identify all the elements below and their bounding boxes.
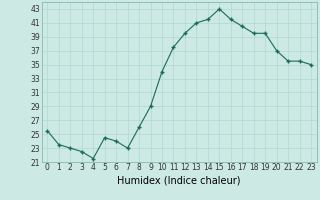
X-axis label: Humidex (Indice chaleur): Humidex (Indice chaleur) [117,175,241,185]
